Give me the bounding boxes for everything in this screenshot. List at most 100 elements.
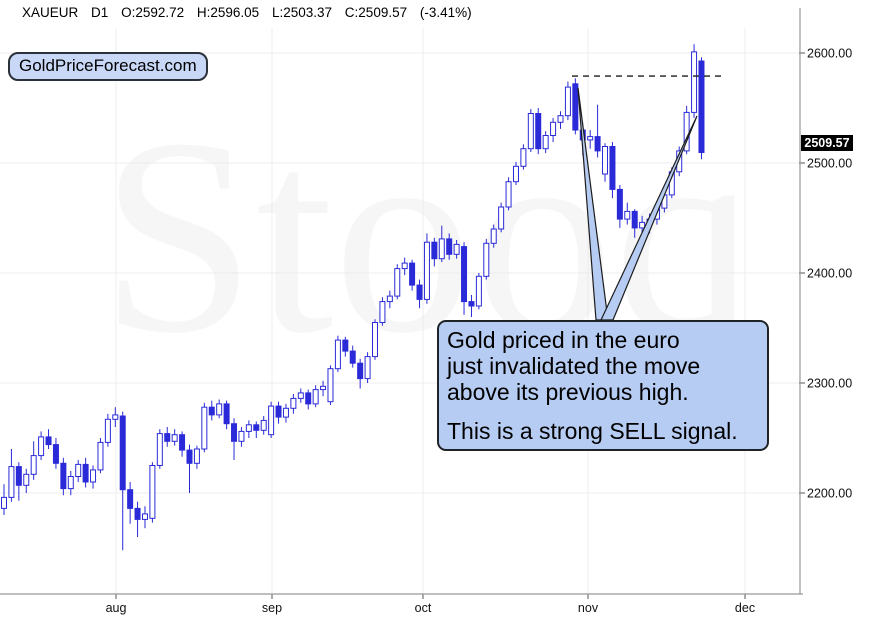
candle-body	[624, 210, 631, 220]
candle-body	[290, 397, 297, 409]
candle-body	[238, 430, 245, 442]
candle-body	[698, 60, 705, 153]
candle-body	[461, 246, 468, 303]
candle-body	[557, 115, 564, 123]
candle-body	[67, 476, 74, 490]
candle-body	[1, 496, 7, 509]
candle-body	[30, 455, 37, 475]
candle-body	[357, 362, 364, 380]
low-value: L:2503.37	[271, 5, 333, 20]
candle-body	[520, 148, 527, 167]
callout-text-line: above its previous high.	[447, 379, 689, 405]
candle-body	[550, 121, 557, 137]
callout-text-line: just invalidated the move	[447, 353, 701, 379]
candle-body	[364, 356, 371, 380]
candle-body	[90, 469, 97, 483]
candle-body	[253, 424, 260, 431]
candle-body	[45, 436, 52, 446]
annotation-callout: Gold priced in the euro just invalidated…	[437, 320, 769, 451]
candle-body	[409, 262, 416, 286]
candle-body	[38, 436, 45, 457]
x-axis-label: nov	[578, 601, 599, 615]
candle-body	[572, 83, 579, 131]
candle-body	[342, 339, 349, 352]
x-axis-label: sep	[262, 601, 282, 615]
y-axis-label: 2600.00	[807, 47, 852, 61]
candle-body	[320, 385, 327, 391]
candle-body	[386, 295, 393, 303]
change-percent: (-3.41%)	[419, 5, 472, 20]
candle-body	[394, 268, 401, 297]
candle-body	[119, 415, 126, 491]
candle-body	[15, 466, 22, 486]
candle-body	[483, 242, 490, 277]
candle-body	[231, 423, 238, 442]
candle-body	[149, 465, 156, 519]
candle-body	[609, 146, 616, 190]
candle-body	[127, 489, 134, 509]
candle-body	[104, 418, 111, 443]
candle-body	[201, 406, 208, 450]
timeframe-label: D1	[91, 5, 109, 20]
candle-body	[498, 206, 505, 230]
symbol-label: XAUEUR	[22, 5, 79, 20]
candle-body	[216, 403, 223, 416]
x-axis-label: dec	[735, 601, 755, 615]
candle-body	[52, 444, 59, 464]
candle-body	[268, 405, 275, 436]
candle-body	[134, 507, 141, 520]
candle-body	[372, 322, 378, 358]
candle-body	[446, 238, 453, 255]
candle-body	[327, 368, 334, 403]
candle-body	[564, 86, 571, 117]
candle-body	[594, 136, 601, 152]
candle-body	[82, 463, 89, 483]
y-axis-label: 2400.00	[807, 267, 852, 281]
candle-body	[275, 405, 282, 418]
high-value: H:2596.05	[196, 5, 260, 20]
candle-body	[112, 414, 119, 420]
candle-body	[186, 449, 193, 464]
candle-body	[468, 301, 475, 307]
y-axis-label: 2200.00	[807, 487, 852, 501]
candle-body	[193, 448, 200, 464]
candle-body	[438, 238, 445, 260]
candle-body	[156, 433, 163, 467]
candle-body	[512, 165, 519, 183]
candle-body	[416, 284, 423, 300]
brand-badge: GoldPriceForecast.com	[8, 52, 208, 81]
candle-body	[453, 243, 460, 255]
candle-body	[334, 339, 341, 370]
candle-body	[490, 228, 497, 244]
y-axis-label: 2500.00	[807, 157, 852, 171]
candle-body	[431, 241, 438, 260]
candle-body	[23, 473, 30, 486]
candle-body	[297, 392, 304, 399]
candle-body	[505, 181, 512, 208]
chart-header: XAUEUR D1 O:2592.72 H:2596.05 L:2503.37 …	[22, 5, 481, 20]
candle-body	[8, 466, 15, 498]
candle-body	[475, 275, 482, 307]
candle-body	[312, 389, 319, 405]
open-value: O:2592.72	[121, 5, 185, 20]
candle-body	[179, 434, 186, 451]
candle-body	[208, 406, 215, 416]
candle-body	[260, 419, 267, 431]
candle-body	[602, 146, 609, 175]
candle-body	[423, 241, 430, 300]
candle-body	[587, 136, 594, 141]
callout-pointer	[577, 87, 609, 321]
candle-body	[282, 407, 289, 418]
candle-body	[60, 462, 67, 490]
candle-body	[75, 463, 82, 477]
callout-text-line: Gold priced in the euro	[447, 327, 680, 353]
candle-body	[542, 135, 549, 150]
candle-body	[639, 221, 646, 229]
callout-text-line	[447, 405, 759, 418]
x-axis-label: aug	[106, 601, 127, 615]
candle-body	[164, 433, 171, 442]
candle-body	[305, 392, 312, 405]
candle-body	[97, 441, 104, 471]
